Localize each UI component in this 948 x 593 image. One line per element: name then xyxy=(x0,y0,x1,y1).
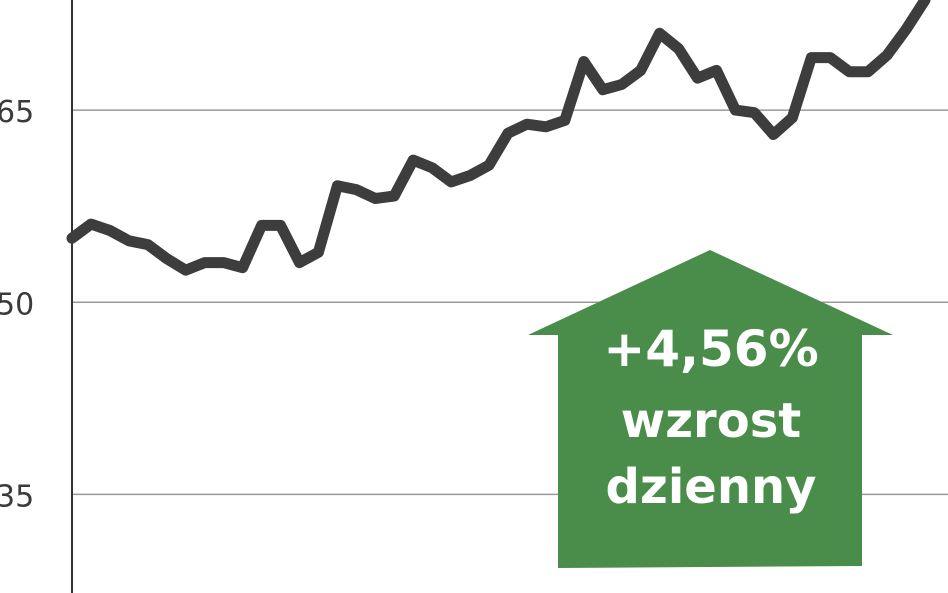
badge-line1: wzrost xyxy=(621,393,801,449)
y-axis-ticks: 35 50 65 xyxy=(0,95,34,514)
up-arrow-icon xyxy=(528,250,893,568)
series-line xyxy=(66,0,931,276)
badge-line2: dzienny xyxy=(606,459,817,515)
y-tick-label: 35 xyxy=(0,479,34,514)
y-tick-label: 65 xyxy=(0,95,34,130)
increase-badge: +4,56% wzrost dzienny xyxy=(528,250,893,568)
badge-value: +4,56% xyxy=(603,320,818,378)
y-tick-label: 50 xyxy=(0,287,34,322)
